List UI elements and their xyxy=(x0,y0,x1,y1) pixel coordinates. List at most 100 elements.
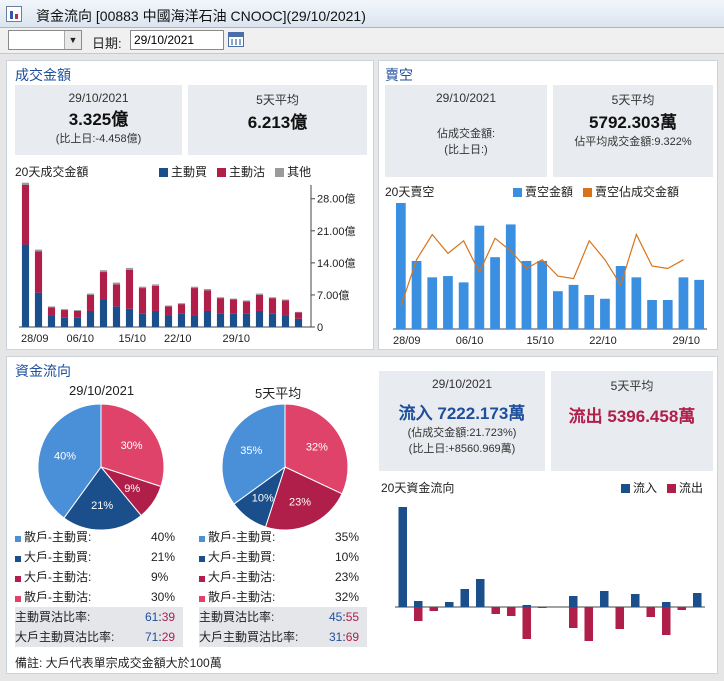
turnover-legend: 主動買 主動沽 其他 xyxy=(159,163,311,180)
outflow-bar xyxy=(584,607,594,641)
pie1-title: 29/10/2021 xyxy=(69,383,135,398)
x-tick-label: 15/10 xyxy=(119,333,147,345)
outflow-bar xyxy=(491,607,501,614)
table2-ratio1: 主動買沽比率: 45:55 xyxy=(199,607,367,627)
flow-legend: 流入 流出 xyxy=(621,479,703,496)
outflow-bar xyxy=(429,607,439,611)
turnover-bar xyxy=(99,299,108,327)
turnover-panel: 成交金額 29/10/2021 3.325億 (比上日:-4.458億) 5天平… xyxy=(6,60,374,350)
turnover-bar xyxy=(151,310,160,327)
legend-short-amount: 賣空金額 xyxy=(513,185,573,199)
turnover-today-diff: (比上日:-4.458億) xyxy=(55,133,142,145)
turnover-bar xyxy=(138,288,147,314)
pie-slice-big-buy xyxy=(63,466,142,531)
chevron-down-icon[interactable]: ▼ xyxy=(64,31,81,49)
inflow-bar xyxy=(475,579,485,607)
legend-short-ratio: 賣空佔成交金額 xyxy=(583,185,679,199)
short-bar xyxy=(537,260,548,329)
y-tick-label: 7.00億 xyxy=(317,289,349,302)
pie-label: 10% xyxy=(252,493,274,505)
app-icon xyxy=(6,6,22,22)
flow-avg-outflow: 流出 5396.458萬 xyxy=(568,407,696,426)
turnover-bar xyxy=(229,298,238,300)
legend-buy: 主動買 xyxy=(159,165,207,179)
turnover-bar xyxy=(21,185,30,245)
turnover-avg-value: 6.213億 xyxy=(247,113,308,132)
flow-today-box: 29/10/2021 流入 7222.173萬 (佔成交金額:21.723%) … xyxy=(379,371,545,471)
turnover-today-value: 3.325億 xyxy=(68,110,129,129)
table2-row-retail-buy: 散戶-主動買: 35% xyxy=(199,527,359,547)
turnover-bar xyxy=(190,286,199,289)
turnover-bar xyxy=(268,298,277,314)
turnover-bar xyxy=(255,293,264,295)
turnover-bar xyxy=(138,313,147,327)
flow-chart xyxy=(395,507,705,641)
outflow-bar xyxy=(537,607,547,608)
turnover-bar xyxy=(216,298,225,314)
pie-label: 9% xyxy=(124,483,140,495)
pie-slice-retail-buy xyxy=(221,403,286,505)
outflow-bar xyxy=(615,607,625,629)
calendar-icon[interactable] xyxy=(228,32,244,47)
table2-row-big-sell: 大戶-主動沽: 23% xyxy=(199,567,359,587)
flow-today-inflow: 流入 7222.173萬 xyxy=(398,404,526,423)
short-today-box: 29/10/2021 佔成交金額: (比上日:) xyxy=(385,85,547,177)
turnover-bar xyxy=(151,284,160,286)
short-bar xyxy=(505,224,516,329)
table2-ratio2: 大戶主動買沽比率: 31:69 xyxy=(199,627,367,647)
table1-row-retail-buy: 散戶-主動買: 40% xyxy=(15,527,175,547)
turnover-bar xyxy=(21,244,30,327)
legend-inflow: 流入 xyxy=(621,481,657,495)
short-bar xyxy=(411,260,422,329)
turnover-bar xyxy=(229,313,238,327)
turnover-bar xyxy=(268,313,277,327)
legend-other: 其他 xyxy=(275,165,311,179)
x-tick-label: 22/10 xyxy=(164,333,192,345)
short-avg-value: 5792.303萬 xyxy=(589,113,677,132)
turnover-bar xyxy=(47,315,56,327)
turnover-bar xyxy=(34,292,43,327)
short-avg-box: 5天平均 5792.303萬 佔平均成交金額:9.322% xyxy=(553,85,713,177)
turnover-bar xyxy=(229,299,238,314)
turnover-bar xyxy=(21,182,30,185)
turnover-bar xyxy=(255,294,264,311)
toolbar: ▼ 日期: xyxy=(0,28,724,54)
pie-slice-big-sell xyxy=(264,466,343,531)
short-bar xyxy=(694,279,705,329)
short-bar xyxy=(678,277,689,329)
date-input[interactable] xyxy=(130,30,224,50)
short-bar xyxy=(443,276,453,329)
turnover-bar xyxy=(242,313,251,327)
table2-row-big-buy: 大戶-主動買: 10% xyxy=(199,547,359,567)
short-chart: 28/09 06/10 15/10 22/10 29/10 xyxy=(393,203,707,347)
x-tick-label: 29/10 xyxy=(223,333,251,345)
turnover-bar xyxy=(125,269,134,309)
turnover-bar xyxy=(203,290,212,311)
legend-outflow: 流出 xyxy=(667,481,703,495)
turnover-bar xyxy=(190,315,199,327)
stock-combo[interactable]: ▼ xyxy=(8,30,82,50)
turnover-bar xyxy=(60,310,69,318)
x-tick-label: 28/09 xyxy=(393,335,421,347)
turnover-avg-box: 5天平均 6.213億 xyxy=(188,85,367,155)
short-bar xyxy=(427,277,438,329)
flow-table-today: 散戶-主動買: 40% 大戶-主動買: 21% 大戶-主動沽: 9% 散戶-主動沽: 3… xyxy=(15,527,183,647)
pie-label: 32% xyxy=(306,442,328,454)
turnover-bar xyxy=(60,309,69,311)
short-bar xyxy=(490,257,500,329)
turnover-bar xyxy=(164,306,173,316)
turnover-bar xyxy=(86,294,95,311)
inflow-bar xyxy=(444,602,454,607)
short-ratio-line xyxy=(400,232,684,307)
short-bar xyxy=(521,260,532,329)
turnover-bar xyxy=(73,310,82,318)
pie-label: 23% xyxy=(289,497,311,509)
title-bar: 資金流向 [00883 中國海洋石油 CNOOC](29/10/2021) xyxy=(0,0,724,28)
turnover-bar xyxy=(138,286,147,289)
inflow-bar xyxy=(522,605,532,607)
pie2-title: 5天平均 xyxy=(255,386,302,401)
turnover-bar xyxy=(203,310,212,327)
turnover-today-box: 29/10/2021 3.325億 (比上日:-4.458億) xyxy=(15,85,182,155)
short-bar xyxy=(615,266,626,329)
table1-ratio1: 主動買沽比率: 61:39 xyxy=(15,607,183,627)
